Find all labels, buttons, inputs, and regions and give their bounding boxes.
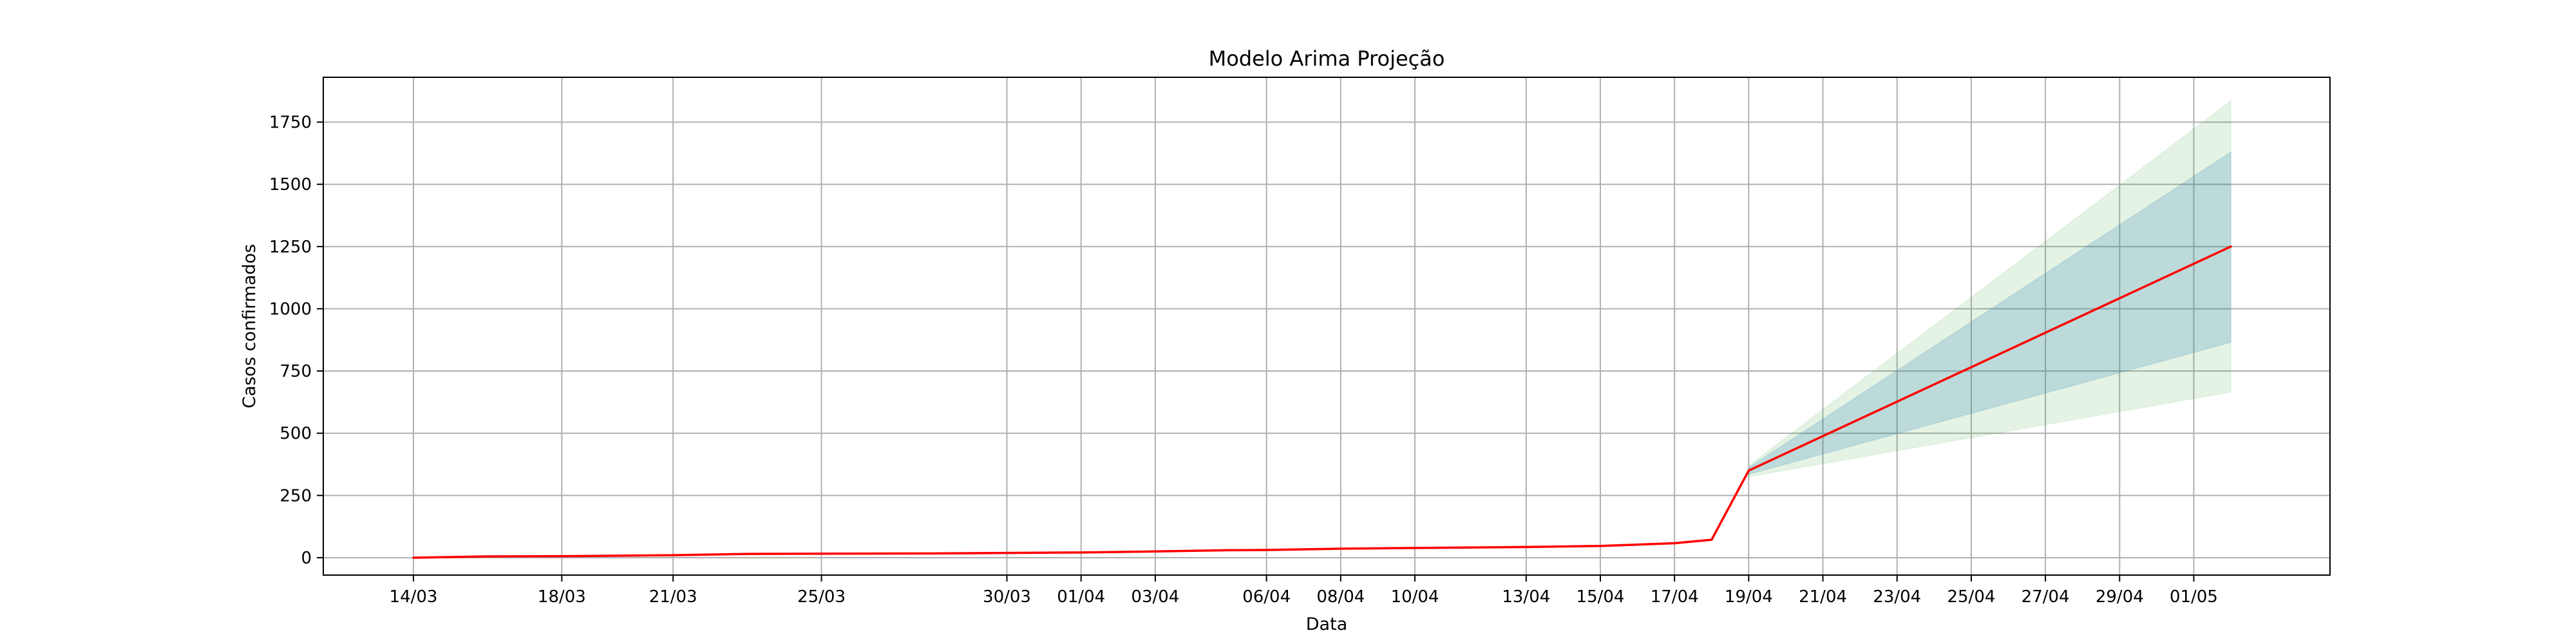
y-tick-label: 500	[279, 424, 312, 444]
chart-title: Modelo Arima Projeção	[1209, 46, 1445, 71]
x-tick-label: 14/03	[390, 587, 438, 607]
data-series	[412, 245, 2232, 559]
y-tick-label: 1000	[269, 299, 312, 319]
plot-area-frame	[323, 77, 2331, 576]
y-axis-title: Casos confirmados	[240, 244, 260, 408]
y-tick-label: 1250	[269, 238, 312, 257]
grid-lines	[323, 77, 2330, 575]
x-tick-label: 27/04	[2022, 587, 2070, 607]
x-tick-label: 25/03	[797, 587, 846, 607]
series-line	[412, 245, 2232, 559]
x-tick-label: 21/04	[1799, 587, 1847, 607]
x-tick-label: 19/04	[1725, 587, 1773, 607]
y-tick-label: 250	[279, 486, 312, 506]
x-tick-label: 30/03	[983, 587, 1031, 607]
x-tick-label: 15/04	[1577, 587, 1625, 607]
x-tick-label: 01/05	[2170, 587, 2218, 607]
x-tick-label: 03/04	[1131, 587, 1179, 607]
x-tick-label: 25/04	[1947, 587, 1995, 607]
x-tick-label: 06/04	[1242, 587, 1291, 607]
x-tick-label: 23/04	[1873, 587, 1921, 607]
axis-ticks: 14/03 18/03 21/03 25/03 30/03 01/04 03/04 06/04…	[269, 113, 2218, 607]
x-tick-label: 17/04	[1651, 587, 1699, 607]
x-tick-label: 18/03	[538, 587, 586, 607]
confidence-bands	[1748, 100, 2231, 477]
confidence-band	[1748, 100, 2231, 477]
y-tick-label: 0	[301, 549, 312, 568]
x-tick-label: 13/04	[1502, 587, 1550, 607]
x-tick-label: 10/04	[1391, 587, 1439, 607]
x-tick-label: 01/04	[1057, 587, 1105, 607]
x-tick-label: 21/03	[649, 587, 697, 607]
x-tick-label: 08/04	[1316, 587, 1365, 607]
x-axis-title: Data	[1306, 614, 1347, 634]
x-tick-label: 29/04	[2096, 587, 2144, 607]
y-tick-label: 1500	[269, 175, 312, 194]
y-tick-label: 1750	[269, 113, 312, 133]
y-tick-label: 750	[279, 362, 312, 381]
